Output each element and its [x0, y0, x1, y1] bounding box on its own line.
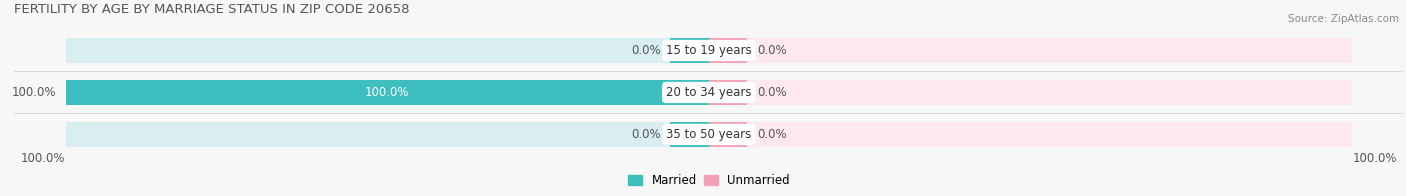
Text: 0.0%: 0.0% [756, 44, 787, 57]
Text: 100.0%: 100.0% [21, 152, 66, 165]
Text: 0.0%: 0.0% [756, 128, 787, 141]
Bar [709, 38, 1351, 63]
Bar [66, 80, 709, 105]
Bar [66, 80, 709, 105]
Text: FERTILITY BY AGE BY MARRIAGE STATUS IN ZIP CODE 20658: FERTILITY BY AGE BY MARRIAGE STATUS IN Z… [14, 3, 411, 16]
Text: 0.0%: 0.0% [756, 86, 787, 99]
Bar [66, 122, 709, 147]
Bar [709, 122, 748, 147]
Text: 20 to 34 years: 20 to 34 years [666, 86, 752, 99]
Bar [709, 38, 748, 63]
Text: 0.0%: 0.0% [631, 44, 661, 57]
Text: 100.0%: 100.0% [366, 86, 409, 99]
Bar [709, 122, 1351, 147]
Text: 0.0%: 0.0% [631, 128, 661, 141]
Text: 15 to 19 years: 15 to 19 years [666, 44, 752, 57]
Text: 100.0%: 100.0% [11, 86, 56, 99]
Text: 35 to 50 years: 35 to 50 years [666, 128, 751, 141]
Bar [709, 80, 1351, 105]
Legend: Married, Unmarried: Married, Unmarried [623, 169, 794, 192]
Text: Source: ZipAtlas.com: Source: ZipAtlas.com [1288, 14, 1399, 24]
Bar [671, 38, 709, 63]
Bar [709, 80, 748, 105]
Bar [671, 122, 709, 147]
Text: 100.0%: 100.0% [1353, 152, 1396, 165]
Bar [66, 38, 709, 63]
